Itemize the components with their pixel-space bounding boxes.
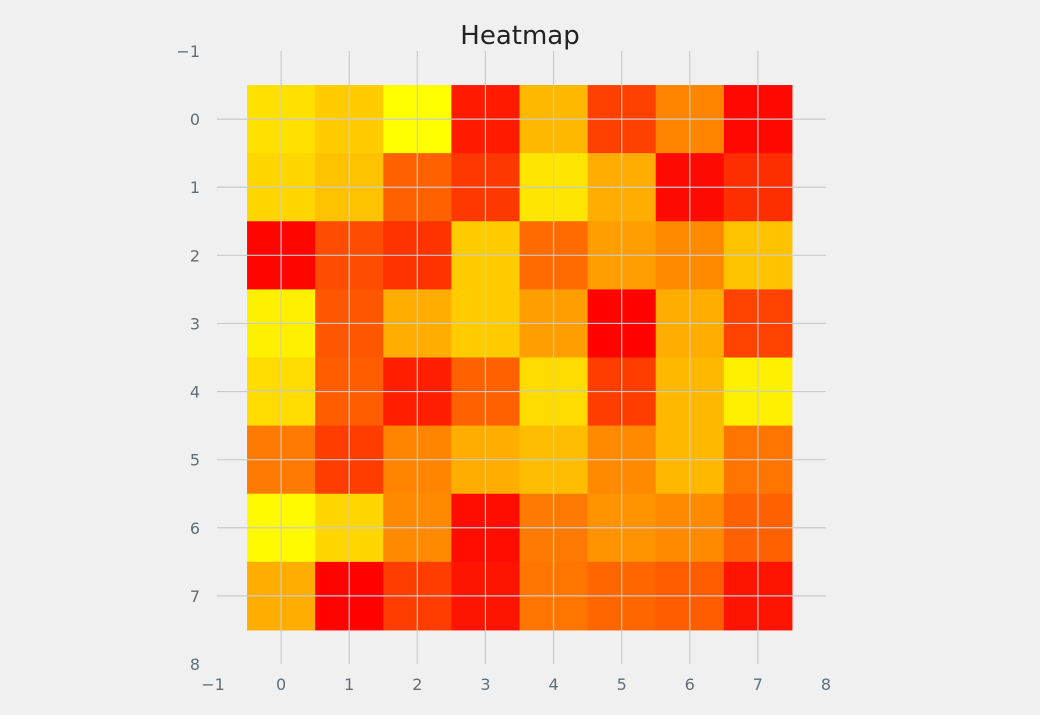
y-tick-label: −1 xyxy=(176,42,200,61)
x-tick-label: 3 xyxy=(480,675,490,694)
y-tick-label: 0 xyxy=(190,110,200,129)
y-tick-label: 3 xyxy=(190,314,200,333)
x-tick-label: 1 xyxy=(344,675,354,694)
x-tick-label: 4 xyxy=(548,675,558,694)
y-tick-label: 1 xyxy=(190,178,200,197)
y-tick-label: 7 xyxy=(190,587,200,606)
y-tick-label: 6 xyxy=(190,519,200,538)
grid-lines xyxy=(217,51,826,664)
x-tick-label: 0 xyxy=(276,675,286,694)
x-tick-label: 5 xyxy=(617,675,627,694)
y-tick-label: 2 xyxy=(190,246,200,265)
x-tick-label: 2 xyxy=(412,675,422,694)
y-tick-label: 8 xyxy=(190,655,200,674)
y-axis-ticks: −1 0 1 2 3 4 5 6 7 8 xyxy=(176,42,200,674)
x-axis-ticks: −1 0 1 2 3 4 5 6 7 8 xyxy=(201,675,831,694)
heatmap-cells xyxy=(247,85,793,631)
x-tick-label: 6 xyxy=(685,675,695,694)
x-tick-label: 8 xyxy=(821,675,831,694)
chart-title: Heatmap xyxy=(460,21,579,51)
y-tick-label: 4 xyxy=(190,383,200,402)
y-tick-label: 5 xyxy=(190,451,200,470)
x-tick-label: −1 xyxy=(201,675,225,694)
x-tick-label: 7 xyxy=(753,675,763,694)
